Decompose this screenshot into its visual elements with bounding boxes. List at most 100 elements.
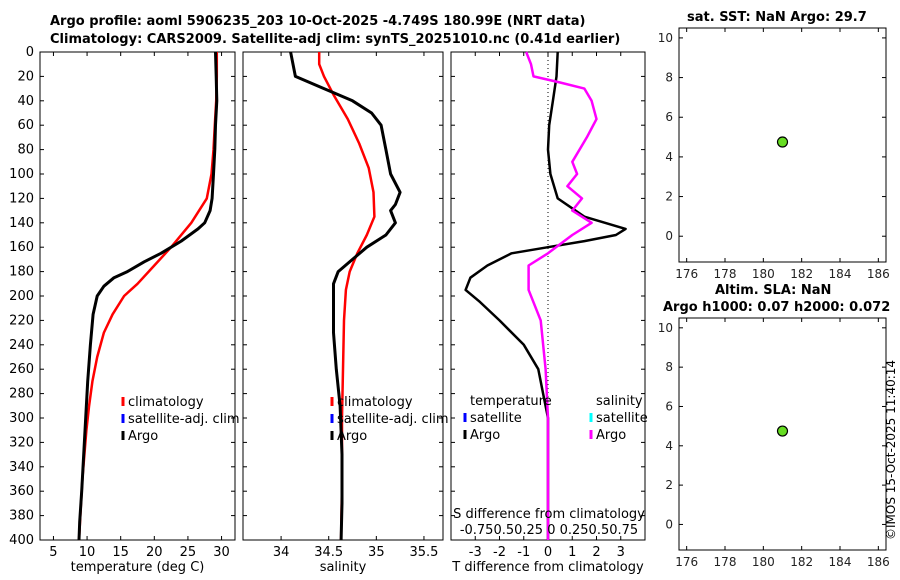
sst-panel: 176 178 180 182 184 186 0 2 4 6 8 10 bbox=[658, 27, 890, 281]
series-argo bbox=[289, 51, 402, 541]
sal-legend-0-label: climatology bbox=[337, 395, 413, 410]
y-tick-label: 8 bbox=[665, 71, 673, 85]
x-tick-label: 180 bbox=[752, 267, 775, 281]
diff-legend-right-title: salinity bbox=[596, 394, 643, 409]
sla-subtitle: Argo h1000: 0.07 h2000: 0.072 bbox=[663, 300, 891, 315]
x-tick-label: 15 bbox=[112, 545, 129, 560]
x-tick-label: 178 bbox=[714, 555, 737, 569]
sst-title: sat. SST: NaN Argo: 29.7 bbox=[687, 10, 867, 25]
y-tick-label: 360 bbox=[9, 484, 34, 499]
y-tick-label: 400 bbox=[9, 533, 34, 548]
salinity-panel: 34 34.5 35 35.5 climatology satellite-adj. cl… bbox=[242, 51, 449, 575]
x-tick-label: 34 bbox=[273, 545, 290, 560]
diff-legend-s-sat-label: satellite bbox=[596, 411, 648, 426]
y-tick-label: 8 bbox=[665, 360, 673, 374]
diff-legend-s-argo-label: Argo bbox=[596, 428, 626, 443]
x-tick-label: 3 bbox=[617, 545, 625, 560]
x-tick-label: 176 bbox=[675, 267, 698, 281]
y-tick-label: 240 bbox=[9, 338, 34, 353]
y-tick-label: 300 bbox=[9, 411, 34, 426]
y-tick-label: 6 bbox=[665, 399, 673, 413]
x-tick-label: -2 bbox=[493, 545, 506, 560]
axes-frame bbox=[39, 51, 236, 541]
x-tick-label: 34.5 bbox=[314, 545, 343, 560]
y-tick-label: 340 bbox=[9, 460, 34, 475]
x-tick-label: 186 bbox=[867, 267, 890, 281]
y-tick-label: 140 bbox=[9, 216, 34, 231]
title-line-1: Argo profile: aoml 5906235_203 10-Oct-20… bbox=[50, 14, 586, 29]
temp-legend-1-label: satellite-adj. clim bbox=[128, 412, 240, 427]
y-tick-label: 80 bbox=[17, 143, 34, 158]
x-tick-label: -3 bbox=[469, 545, 482, 560]
sla-panel: 176 178 180 182 184 186 0 2 4 6 8 10 bbox=[658, 317, 890, 569]
x-tick-label: 184 bbox=[829, 555, 852, 569]
series-argo-s bbox=[525, 51, 598, 540]
series-argo bbox=[77, 51, 219, 541]
diff-legend-t-sat-label: satellite bbox=[470, 411, 522, 426]
x-tick-label: 25 bbox=[180, 545, 197, 560]
sst-point bbox=[776, 136, 789, 148]
x-tick-label: 178 bbox=[714, 267, 737, 281]
salinity-xlabel: salinity bbox=[320, 560, 367, 575]
y-tick-label: 10 bbox=[658, 31, 673, 45]
axes-frame bbox=[678, 317, 887, 551]
sla-point bbox=[776, 425, 789, 437]
x-tick-label: 186 bbox=[867, 555, 890, 569]
y-tick-label: 220 bbox=[9, 313, 34, 328]
axes-frame bbox=[678, 27, 887, 263]
y-tick-label: 4 bbox=[665, 150, 673, 164]
x-tick-label: 1 bbox=[568, 545, 576, 560]
sal-legend-2-label: Argo bbox=[337, 429, 367, 444]
x-tick-label: 5 bbox=[49, 545, 57, 560]
x-tick-label: 35.5 bbox=[409, 545, 438, 560]
y-tick-label: 180 bbox=[9, 265, 34, 280]
y-tick-label: 260 bbox=[9, 362, 34, 377]
x-tick-label: 10 bbox=[79, 545, 96, 560]
diff-s-ticklabels: -0.750.50.25 0 0.250.50.75 bbox=[460, 523, 638, 538]
y-tick-label: 2 bbox=[665, 190, 673, 204]
y-tick-label: 160 bbox=[9, 240, 34, 255]
y-tick-label: 0 bbox=[26, 45, 34, 60]
x-tick-label: 0 bbox=[544, 545, 552, 560]
y-tick-label: 6 bbox=[665, 110, 673, 124]
x-tick-label: 35 bbox=[368, 545, 385, 560]
y-tick-label: 380 bbox=[9, 509, 34, 524]
y-tick-label: 320 bbox=[9, 435, 34, 450]
series-climatology bbox=[317, 52, 376, 541]
x-tick-label: 30 bbox=[213, 545, 230, 560]
x-tick-label: 182 bbox=[790, 267, 813, 281]
y-tick-label: 10 bbox=[658, 321, 673, 335]
x-tick-label: 180 bbox=[752, 555, 775, 569]
x-tick-label: 184 bbox=[829, 267, 852, 281]
y-tick-label: 4 bbox=[665, 439, 673, 453]
x-tick-label: 176 bbox=[675, 555, 698, 569]
x-tick-label: 2 bbox=[592, 545, 600, 560]
x-tick-label: 182 bbox=[790, 555, 813, 569]
y-tick-label: 120 bbox=[9, 191, 34, 206]
difference-xlabel: T difference from climatology bbox=[451, 560, 644, 575]
temperature-panel: 5 10 15 20 25 3002040608010012014016018020022… bbox=[9, 45, 239, 575]
temp-legend-2-label: Argo bbox=[128, 429, 158, 444]
diff-legend-left-title: temperature bbox=[470, 394, 552, 409]
temp-legend-0-label: climatology bbox=[128, 395, 204, 410]
series-climatology bbox=[77, 52, 219, 541]
y-tick-label: 280 bbox=[9, 387, 34, 402]
y-tick-label: 0 bbox=[665, 517, 673, 531]
sal-legend-1-label: satellite-adj. clim bbox=[337, 412, 449, 427]
diff-s-xlabel: S difference from climatology bbox=[453, 507, 645, 522]
x-tick-label: -1 bbox=[517, 545, 530, 560]
y-tick-label: 2 bbox=[665, 478, 673, 492]
x-tick-label: 20 bbox=[146, 545, 163, 560]
y-tick-label: 40 bbox=[17, 94, 34, 109]
series-argo-t bbox=[464, 51, 627, 540]
sla-title: Altim. SLA: NaN bbox=[715, 283, 832, 298]
y-tick-label: 100 bbox=[9, 167, 34, 182]
y-tick-label: 20 bbox=[17, 69, 34, 84]
watermark-text: ©IMOS 15-Oct-2025 11:40:14 bbox=[884, 360, 898, 540]
y-tick-label: 200 bbox=[9, 289, 34, 304]
y-tick-label: 60 bbox=[17, 118, 34, 133]
y-tick-label: 0 bbox=[665, 229, 673, 243]
title-line-2: Climatology: CARS2009. Satellite-adj cli… bbox=[50, 32, 621, 47]
diff-legend-t-argo-label: Argo bbox=[470, 428, 500, 443]
